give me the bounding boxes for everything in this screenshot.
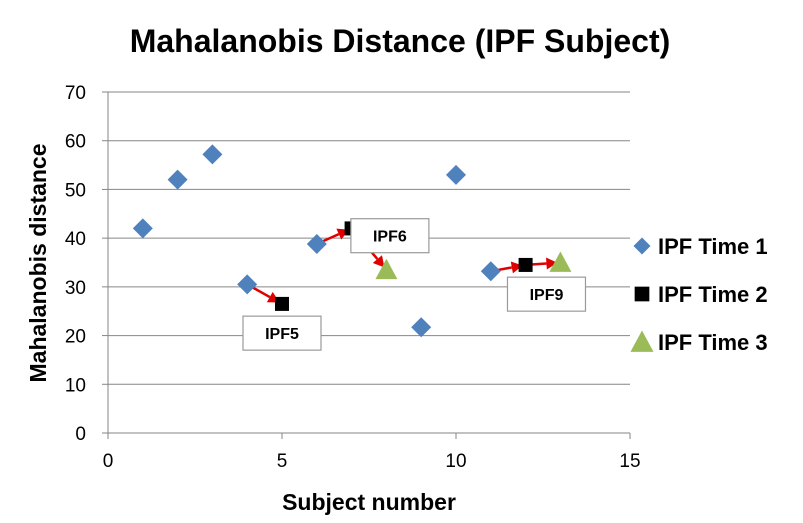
callout-box bbox=[350, 218, 430, 254]
legend: IPF Time 1 IPF Time 2 IPF Time 3 bbox=[630, 234, 768, 355]
callout-box bbox=[506, 276, 587, 312]
y-tick-label: 10 bbox=[65, 375, 86, 396]
y-tick-label: 20 bbox=[65, 327, 86, 348]
legend-marker-diamond bbox=[633, 237, 651, 255]
point-square bbox=[275, 296, 289, 311]
y-tick-label: 50 bbox=[65, 180, 86, 201]
x-tick-label: 0 bbox=[103, 451, 114, 472]
chart-title: Mahalanobis Distance (IPF Subject) bbox=[130, 23, 671, 59]
x-tick-labels: 0 5 10 15 bbox=[103, 451, 641, 472]
legend-label: IPF Time 1 bbox=[658, 234, 768, 259]
point-diamond bbox=[132, 218, 153, 239]
y-tick-label: 70 bbox=[65, 83, 86, 104]
subject-callouts: IPF5 IPF6 IPF9 bbox=[242, 218, 587, 351]
y-tick-label: 60 bbox=[65, 132, 86, 153]
axes bbox=[107, 92, 631, 439]
x-axis-title: Subject number bbox=[282, 489, 456, 515]
point-triangle bbox=[549, 251, 572, 272]
callout-box bbox=[242, 315, 322, 351]
x-tick-label: 15 bbox=[619, 451, 640, 472]
point-diamond bbox=[411, 317, 432, 338]
arrow-head bbox=[372, 255, 385, 268]
callout-label: IPF5 bbox=[265, 326, 299, 343]
grid-lines bbox=[102, 91, 630, 434]
y-tick-label: 40 bbox=[65, 229, 86, 250]
point-diamond bbox=[306, 233, 327, 254]
arrow-head bbox=[546, 257, 558, 270]
legend-label: IPF Time 3 bbox=[658, 330, 768, 355]
y-axis-title: Mahalanobis distance bbox=[25, 143, 51, 382]
point-diamond bbox=[446, 164, 466, 185]
legend-marker-square bbox=[634, 286, 650, 302]
point-diamond bbox=[237, 274, 258, 295]
y-tick-label: 0 bbox=[75, 424, 86, 445]
x-tick-label: 10 bbox=[445, 451, 466, 472]
point-square bbox=[518, 257, 533, 272]
point-diamond bbox=[167, 169, 188, 190]
x-tick-label: 5 bbox=[277, 451, 288, 472]
y-tick-labels: 0 10 20 30 40 50 60 70 bbox=[65, 83, 86, 445]
trajectory-arrow bbox=[531, 262, 547, 266]
data-points bbox=[132, 144, 572, 338]
point-triangle bbox=[375, 258, 398, 280]
trajectory-arrow bbox=[251, 286, 271, 299]
legend-marker-triangle bbox=[630, 330, 654, 352]
point-diamond bbox=[202, 144, 223, 165]
y-tick-label: 30 bbox=[65, 278, 86, 299]
trajectory-arrow bbox=[321, 232, 340, 243]
point-diamond bbox=[480, 261, 501, 282]
callout-label: IPF9 bbox=[530, 287, 564, 304]
legend-label: IPF Time 2 bbox=[658, 282, 768, 307]
callout-label: IPF6 bbox=[373, 229, 407, 246]
